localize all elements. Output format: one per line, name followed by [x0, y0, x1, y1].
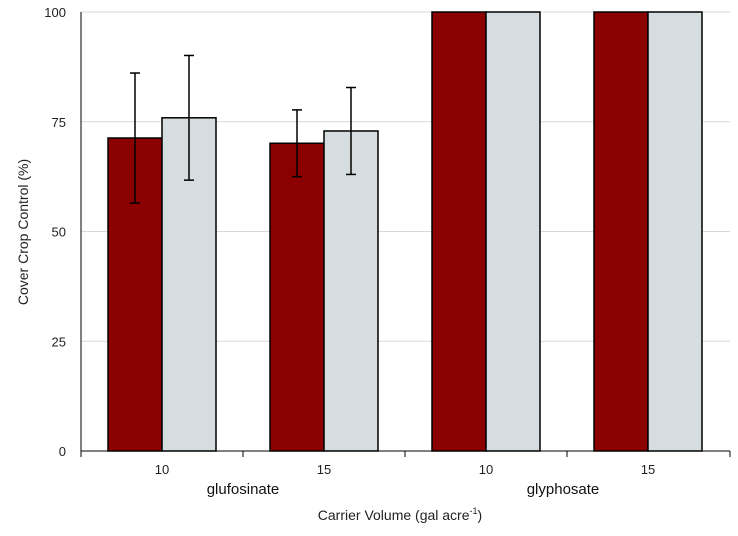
group-label: glufosinate [207, 481, 280, 498]
group-labels: glufosinate glyphosate [207, 481, 600, 498]
x-axis-title-main: Carrier Volume (gal acre [318, 507, 470, 523]
x-axis-title: Carrier Volume (gal acre-1) [318, 506, 482, 523]
group-label: glyphosate [527, 481, 600, 498]
x-tick-label: 10 [479, 462, 493, 477]
y-tick-labels: 0 25 50 75 100 [44, 5, 66, 459]
y-tick-label: 50 [52, 225, 66, 240]
bar [431, 11, 487, 452]
y-tick-label: 0 [59, 444, 66, 459]
y-tick-label: 75 [52, 115, 66, 130]
x-tick-label: 15 [317, 462, 331, 477]
y-axis-title: Cover Crop Control (%) [15, 159, 31, 305]
axes [80, 12, 731, 457]
x-axis-title-superscript: -1 [470, 506, 478, 516]
bar [647, 11, 703, 452]
y-tick-label: 25 [52, 334, 66, 349]
x-axis-title-suffix: ) [478, 507, 483, 523]
error-bars [130, 54, 356, 204]
x-tick-label: 15 [641, 462, 655, 477]
x-tick-label: 10 [155, 462, 169, 477]
bar [485, 11, 541, 452]
bar [323, 130, 379, 452]
x-tick-labels: 10 15 10 15 [155, 462, 655, 477]
bar [593, 11, 649, 452]
y-tick-label: 100 [44, 5, 66, 20]
bar [269, 142, 325, 452]
